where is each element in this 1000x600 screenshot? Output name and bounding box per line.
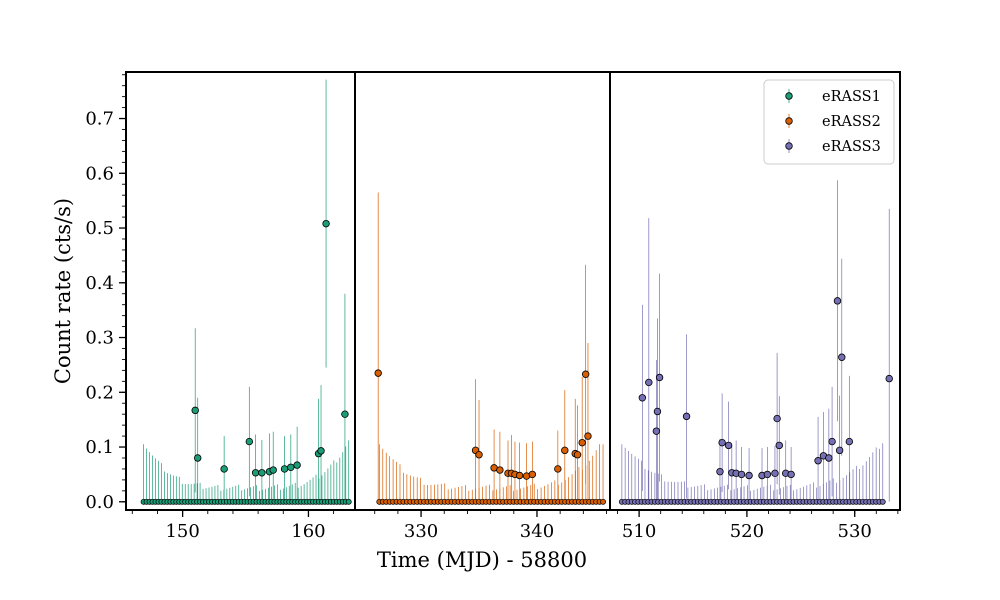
data-point bbox=[194, 454, 202, 462]
data-point bbox=[828, 437, 836, 446]
data-point bbox=[638, 394, 647, 402]
legend-box bbox=[763, 79, 895, 165]
data-point bbox=[775, 441, 783, 450]
legend-marker bbox=[785, 117, 793, 125]
data-point bbox=[515, 471, 524, 480]
data-point bbox=[581, 370, 590, 378]
y-tick-label: 0.7 bbox=[85, 109, 114, 130]
legend-label: eRASS1 bbox=[822, 89, 881, 105]
y-axis-title: Count rate (cts/s) bbox=[51, 198, 75, 384]
data-point bbox=[578, 438, 586, 447]
data-point bbox=[814, 457, 822, 465]
data-point bbox=[280, 465, 289, 473]
data-point bbox=[220, 465, 228, 473]
data-point bbox=[737, 470, 746, 479]
data-point bbox=[341, 410, 349, 418]
data-point bbox=[258, 469, 266, 477]
plot-area bbox=[140, 79, 352, 505]
data-point bbox=[374, 369, 382, 377]
data-point bbox=[845, 437, 854, 446]
y-tick-label: 0.6 bbox=[85, 163, 114, 184]
panel-frame bbox=[609, 71, 901, 511]
zero-rate-point bbox=[345, 498, 352, 505]
data-point bbox=[269, 466, 277, 474]
data-point bbox=[191, 406, 199, 415]
data-point bbox=[475, 451, 483, 459]
y-tick-label: 0.5 bbox=[85, 218, 114, 239]
legend: eRASS1 eRASS2 eRASS3 bbox=[763, 79, 895, 165]
legend-marker bbox=[785, 142, 793, 150]
panel-erass3: 510 520 530 bbox=[609, 71, 901, 542]
legend-marker bbox=[785, 92, 793, 100]
data-point bbox=[833, 297, 842, 305]
data-point bbox=[745, 471, 753, 480]
data-point bbox=[773, 414, 781, 423]
data-point bbox=[718, 438, 726, 447]
plot-area bbox=[618, 180, 893, 505]
y-tick-label: 0.4 bbox=[85, 273, 114, 294]
panel-erass1: 150 160 bbox=[125, 71, 356, 542]
x-tick-label: 330 bbox=[404, 521, 438, 542]
panel-frame bbox=[125, 71, 356, 511]
data-point bbox=[885, 374, 893, 383]
x-tick-label: 150 bbox=[165, 521, 199, 542]
data-point bbox=[716, 467, 724, 476]
legend-label: eRASS2 bbox=[822, 114, 881, 130]
x-tick-label: 520 bbox=[730, 521, 764, 542]
panel-erass2: 330 340 bbox=[354, 71, 611, 542]
zero-rate-point bbox=[879, 498, 886, 505]
data-point bbox=[245, 437, 254, 446]
data-point bbox=[653, 407, 662, 416]
data-point bbox=[287, 463, 295, 471]
data-point bbox=[652, 427, 661, 435]
y-tick-label: 0.1 bbox=[85, 437, 114, 458]
data-point bbox=[528, 470, 537, 479]
y-tick-label: 0.3 bbox=[85, 328, 114, 349]
x-axis-title: Time (MJD) - 58800 bbox=[377, 548, 587, 572]
data-point bbox=[682, 412, 691, 421]
data-point bbox=[584, 432, 592, 440]
panel-frame bbox=[354, 71, 611, 511]
data-point bbox=[251, 469, 260, 477]
data-point bbox=[835, 446, 844, 455]
data-point bbox=[763, 470, 772, 479]
data-point bbox=[554, 465, 562, 473]
data-point bbox=[293, 461, 301, 469]
legend-label: eRASS3 bbox=[822, 139, 881, 155]
x-tick-label: 530 bbox=[838, 521, 872, 542]
data-point bbox=[655, 373, 664, 382]
y-tick-label: 0.0 bbox=[85, 492, 114, 513]
zero-rate-point bbox=[600, 498, 606, 505]
data-point bbox=[645, 378, 653, 387]
plot-area bbox=[374, 192, 606, 505]
x-tick-label: 160 bbox=[291, 521, 325, 542]
data-point bbox=[787, 470, 795, 479]
data-point bbox=[561, 446, 569, 455]
x-tick-label: 340 bbox=[520, 521, 554, 542]
data-point bbox=[724, 441, 733, 450]
x-tick-label: 510 bbox=[622, 521, 656, 542]
y-axis: 0.0 0.1 0.2 0.3 0.4 0.5 0.6 0.7 bbox=[85, 74, 126, 513]
data-point bbox=[838, 353, 846, 361]
panels-layer: 150 160 330 340 510 520 530 bbox=[125, 71, 901, 542]
data-point bbox=[322, 219, 330, 228]
y-tick-label: 0.2 bbox=[85, 382, 114, 403]
data-point bbox=[317, 447, 325, 455]
data-point bbox=[496, 466, 504, 474]
data-point bbox=[771, 469, 779, 478]
data-point bbox=[573, 451, 582, 459]
data-point bbox=[825, 454, 833, 462]
